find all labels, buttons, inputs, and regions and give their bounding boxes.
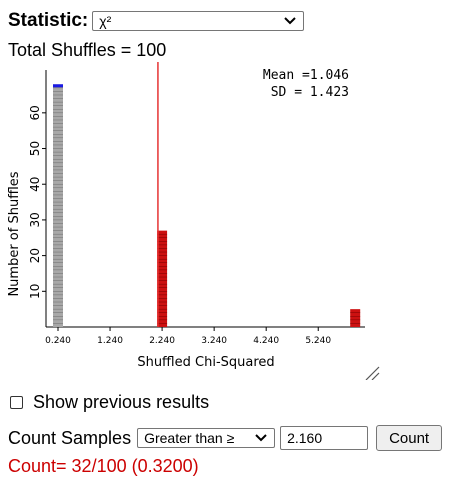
comparator-selected-value: Greater than ≥ bbox=[144, 430, 234, 446]
statistic-selected-value: χ² bbox=[99, 13, 111, 29]
show-previous-row: Show previous results bbox=[10, 392, 209, 413]
y-tick-label: 10 bbox=[28, 284, 42, 299]
chevron-down-icon bbox=[254, 431, 268, 445]
x-tick-label: 0.240 bbox=[45, 336, 71, 346]
count-samples-label: Count Samples bbox=[8, 428, 131, 449]
mean-label: Mean =1.046 bbox=[263, 68, 349, 83]
threshold-input[interactable]: 2.160 bbox=[280, 426, 368, 450]
count-samples-row: Count Samples Greater than ≥ 2.160 Count bbox=[8, 425, 442, 451]
chevron-down-icon bbox=[283, 14, 297, 28]
y-tick-label: 40 bbox=[28, 177, 42, 192]
x-axis-title: Shuffled Chi-Squared bbox=[137, 355, 274, 370]
y-tick-label: 50 bbox=[28, 141, 42, 156]
y-tick-label: 20 bbox=[28, 248, 42, 263]
resize-handle-icon[interactable] bbox=[366, 367, 379, 380]
histogram-bar bbox=[350, 309, 360, 327]
count-button[interactable]: Count bbox=[376, 425, 442, 451]
histogram-chart: 10 20 30 40 50 60 0.240 1.240 2.240 3.240 4.240 5.2… bbox=[0, 60, 474, 380]
statistic-label: Statistic: bbox=[8, 10, 88, 32]
x-tick-label: 5.240 bbox=[305, 336, 331, 346]
x-tick-label: 3.240 bbox=[201, 336, 227, 346]
y-tick-label: 60 bbox=[28, 105, 42, 120]
x-tick-label: 4.240 bbox=[253, 336, 279, 346]
count-result: Count= 32/100 (0.3200) bbox=[8, 456, 199, 477]
x-tick-label: 1.240 bbox=[97, 336, 123, 346]
show-previous-checkbox[interactable] bbox=[10, 396, 23, 409]
comparator-select[interactable]: Greater than ≥ bbox=[137, 428, 275, 448]
y-tick-label: 30 bbox=[28, 212, 42, 227]
x-tick-label: 2.240 bbox=[149, 336, 175, 346]
histogram-bar bbox=[53, 84, 63, 327]
show-previous-label: Show previous results bbox=[33, 392, 209, 413]
total-shuffles: Total Shuffles = 100 bbox=[8, 40, 166, 61]
statistic-row: Statistic: χ² bbox=[8, 8, 304, 34]
statistic-select[interactable]: χ² bbox=[92, 11, 304, 31]
y-axis-title: Number of Shuffles bbox=[7, 171, 22, 296]
sd-label: SD = 1.423 bbox=[271, 85, 349, 100]
